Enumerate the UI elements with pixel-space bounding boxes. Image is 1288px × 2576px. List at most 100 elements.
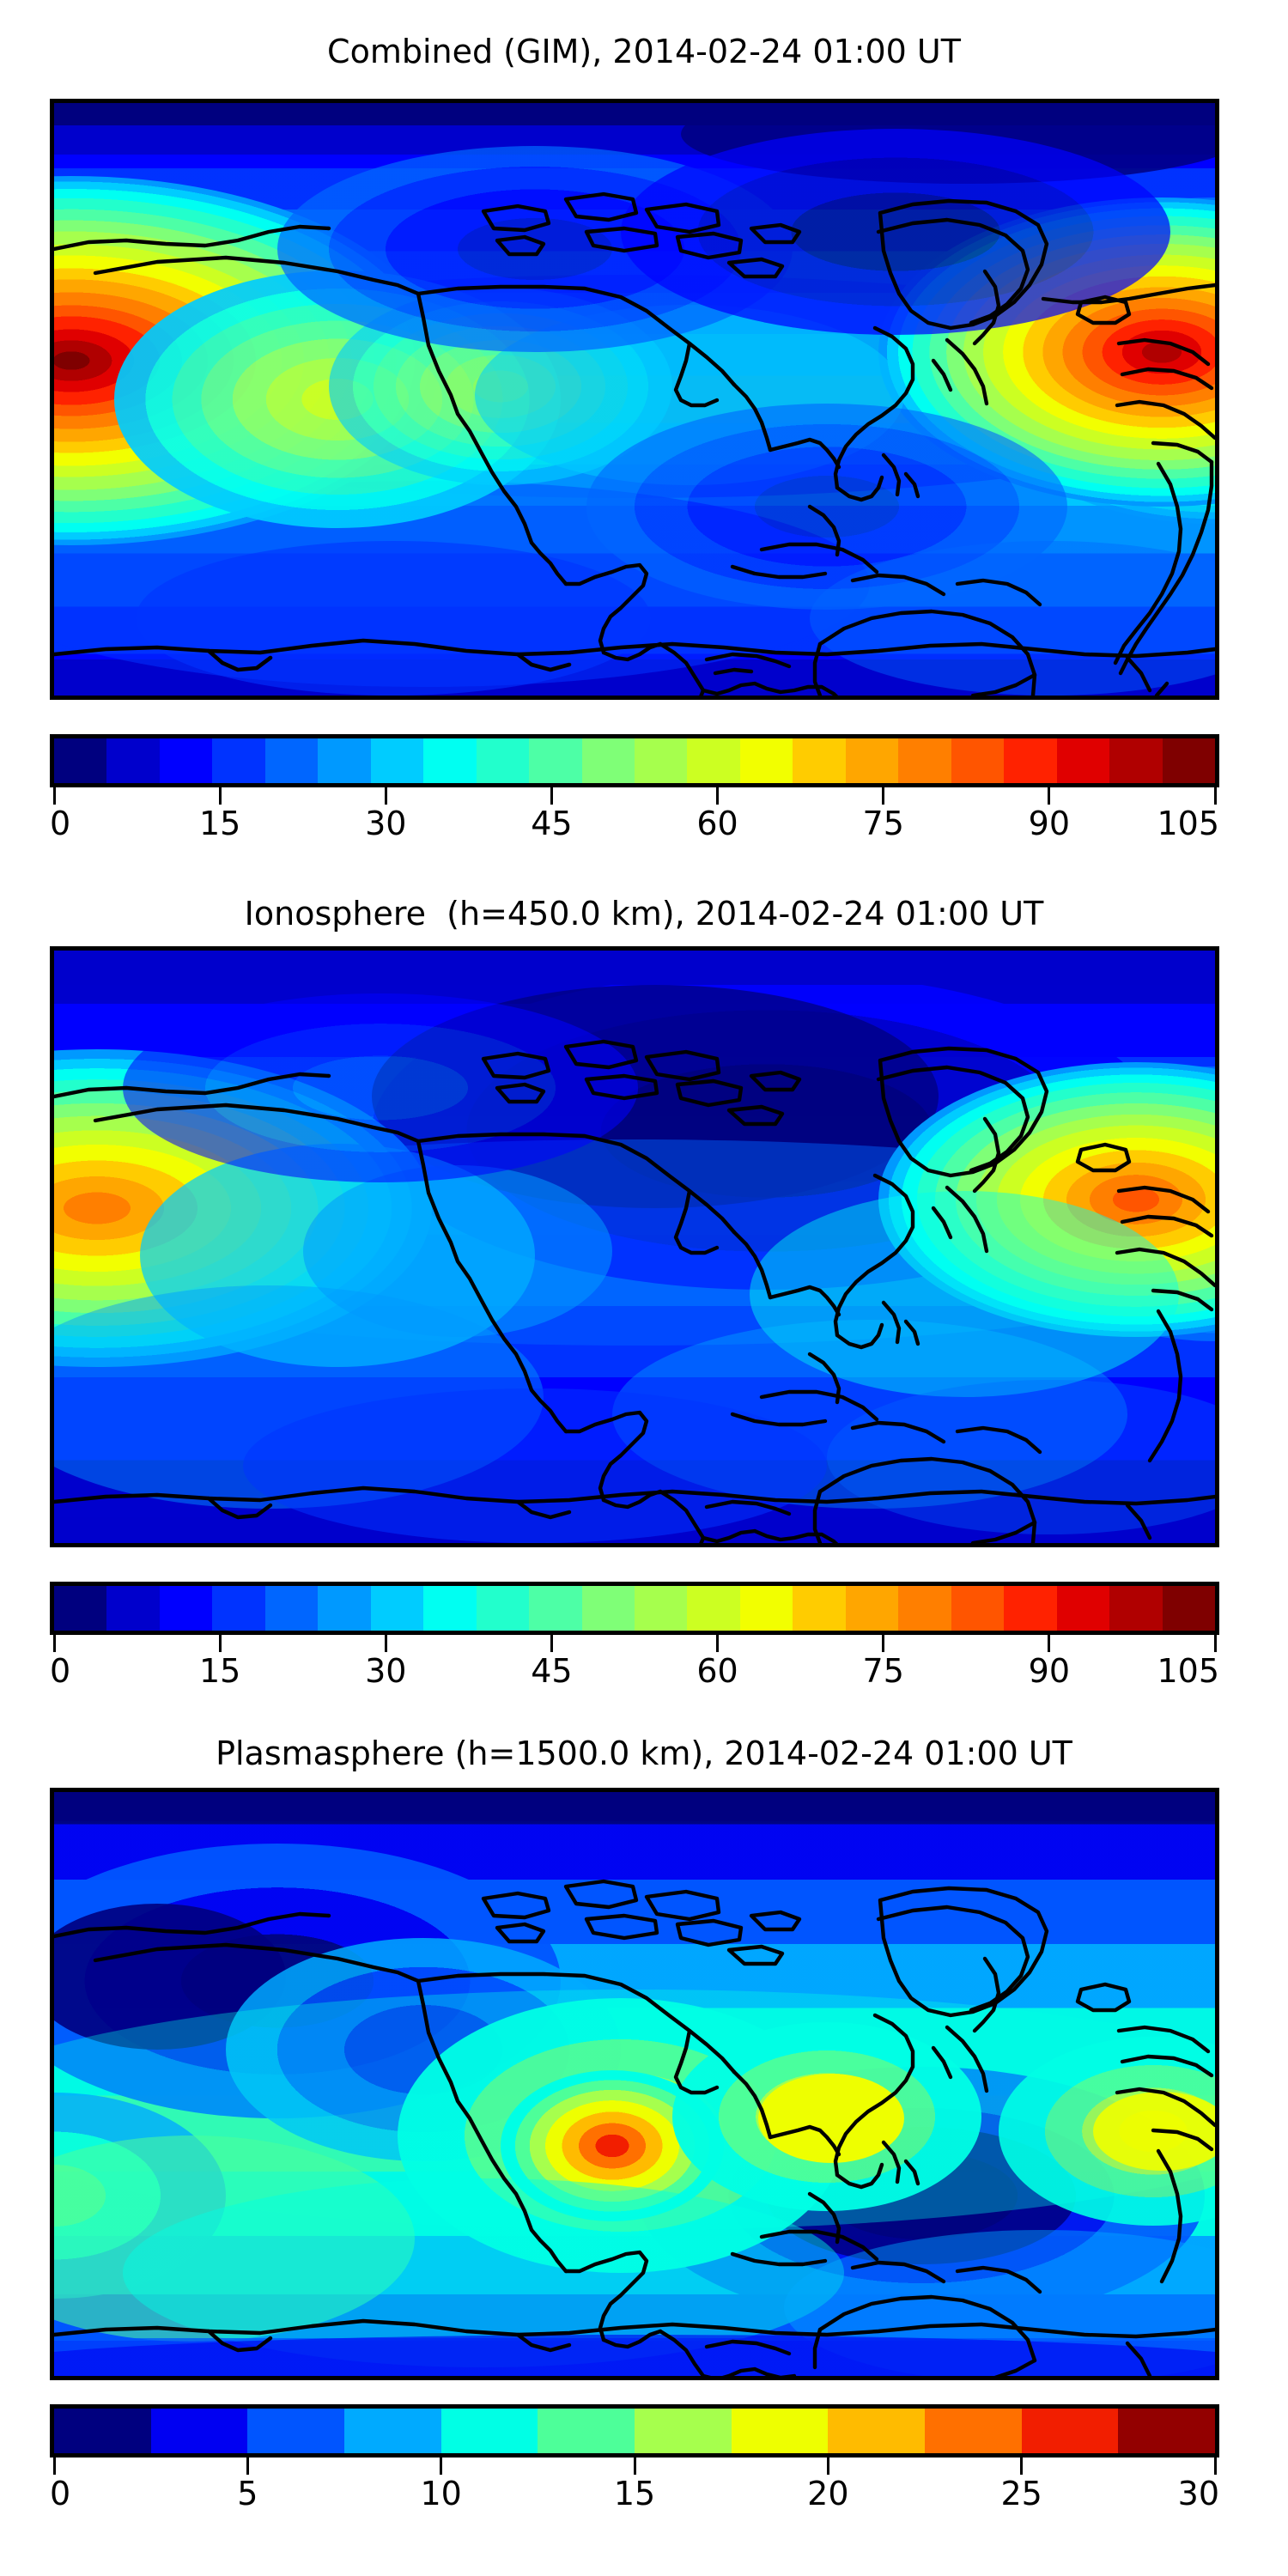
colorbar-tick-3 — [633, 2458, 636, 2475]
colorbar-band-5 — [538, 2409, 635, 2453]
colorbar-band-9 — [529, 1586, 582, 1631]
colorbar-tick-label-3: 15 — [613, 2475, 656, 2512]
panel-title: Ionosphere (h=450.0 km), 2014-02-24 01:0… — [244, 895, 1044, 933]
map-canvas — [54, 103, 1215, 696]
colorbar-tick-label-7: 105 — [1157, 805, 1219, 842]
colorbar-tick-3 — [550, 787, 553, 805]
colorbar-ticks-p3 — [50, 2458, 1219, 2475]
colorbar-band-2 — [159, 738, 213, 783]
colorbar-band-13 — [739, 1586, 793, 1631]
colorbar-labels-p2: 0 15 30 45 60 75 90 105 — [50, 1652, 1219, 1695]
map-plasmasphere-1500 — [50, 1788, 1219, 2380]
colorbar-band-18 — [1004, 1586, 1057, 1631]
colorbar-band-8 — [828, 2409, 926, 2453]
colorbar-band-7 — [731, 2409, 829, 2453]
colorbar-gradient-p3 — [50, 2404, 1219, 2458]
colorbar-tick-5 — [882, 787, 885, 805]
map-canvas — [54, 951, 1215, 1543]
colorbar-tick-label-6: 30 — [1177, 2475, 1219, 2512]
coastlines-antarctica-p1 — [54, 638, 1215, 672]
colorbar-tick-label-4: 20 — [807, 2475, 849, 2512]
tec-field-p1 — [54, 103, 1215, 696]
colorbar-band-7 — [423, 1586, 477, 1631]
colorbar-band-16 — [898, 1586, 951, 1631]
colorbar-tick-label-2: 30 — [365, 1652, 407, 1690]
panel-title: Plasmasphere (h=1500.0 km), 2014-02-24 0… — [216, 1735, 1072, 1772]
panel-plasmasphere-1500: Plasmasphere (h=1500.0 km), 2014-02-24 0… — [0, 1726, 1288, 2576]
colorbar-tick-label-4: 60 — [696, 805, 738, 842]
colorbar-tick-label-5: 75 — [862, 1652, 904, 1690]
colorbar-tick-label-1: 15 — [198, 805, 241, 842]
colorbar-tick-0 — [52, 2458, 56, 2475]
colorbar-tick-1 — [218, 1635, 222, 1652]
colorbar-band-21 — [1162, 738, 1215, 783]
map-combined-gim — [50, 99, 1219, 700]
colorbar-band-3 — [212, 1586, 265, 1631]
panel-ionosphere-450: Ionosphere (h=450.0 km), 2014-02-24 01:0… — [0, 859, 1288, 1726]
colorbar-band-10 — [1021, 2409, 1119, 2453]
coastlines-p2 — [93, 1039, 1215, 1543]
colorbar-tick-2 — [440, 2458, 443, 2475]
colorbar-band-15 — [845, 1586, 899, 1631]
colorbar-band-13 — [739, 738, 793, 783]
colorbar-band-4 — [264, 1586, 319, 1631]
colorbar-ionosphere-450: 0 15 30 45 60 75 90 105 — [50, 1582, 1219, 1695]
colorbar-band-4 — [440, 2409, 538, 2453]
colorbar-labels-p3: 0 5 10 15 20 25 30 — [50, 2475, 1219, 2518]
colorbar-band-1 — [150, 2409, 248, 2453]
colorbar-tick-label-1: 15 — [198, 1652, 241, 1690]
coastlines-east-p1 — [54, 217, 1170, 696]
colorbar-band-2 — [159, 1586, 213, 1631]
colorbar-band-0 — [54, 1586, 107, 1631]
colorbar-band-2 — [247, 2409, 345, 2453]
colorbar-band-15 — [845, 738, 899, 783]
colorbar-ticks-p1 — [50, 787, 1219, 805]
colorbar-band-16 — [898, 738, 951, 783]
colorbar-band-7 — [423, 738, 477, 783]
colorbar-tick-4 — [716, 1635, 720, 1652]
colorbar-ticks-p2 — [50, 1635, 1219, 1652]
colorbar-gradient-p1 — [50, 734, 1219, 787]
colorbar-band-14 — [793, 738, 846, 783]
colorbar-band-18 — [1004, 738, 1057, 783]
colorbar-band-11 — [1118, 2409, 1216, 2453]
panel-title: Combined (GIM), 2014-02-24 01:00 UT — [327, 33, 961, 70]
colorbar-band-3 — [212, 738, 265, 783]
colorbar-tick-2 — [384, 787, 387, 805]
colorbar-band-0 — [54, 738, 107, 783]
colorbar-labels-p1: 0 15 30 45 60 75 90 105 — [50, 805, 1219, 848]
colorbar-band-8 — [476, 1586, 530, 1631]
colorbar-band-17 — [951, 738, 1005, 783]
colorbar-band-9 — [529, 738, 582, 783]
colorbar-tick-6 — [1048, 787, 1051, 805]
colorbar-band-3 — [344, 2409, 441, 2453]
coastlines-east-p2 — [54, 1065, 1215, 1543]
colorbar-tick-5 — [1020, 2458, 1024, 2475]
colorbar-tick-2 — [384, 1635, 387, 1652]
colorbar-band-19 — [1056, 1586, 1110, 1631]
colorbar-band-11 — [634, 738, 688, 783]
colorbar-tick-label-6: 90 — [1028, 805, 1071, 842]
colorbar-band-11 — [634, 1586, 688, 1631]
colorbar-band-6 — [370, 738, 424, 783]
colorbar-tick-label-5: 25 — [1000, 2475, 1042, 2512]
colorbar-band-19 — [1056, 738, 1110, 783]
colorbar-band-17 — [951, 1586, 1005, 1631]
colorbar-tick-label-7: 105 — [1157, 1652, 1219, 1690]
colorbar-tick-label-4: 60 — [696, 1652, 738, 1690]
colorbar-plasmasphere-1500: 0 5 10 15 20 25 30 — [50, 2404, 1219, 2518]
colorbar-band-9 — [925, 2409, 1022, 2453]
colorbar-tick-3 — [550, 1635, 553, 1652]
colorbar-tick-7 — [1213, 1635, 1217, 1652]
colorbar-tick-0 — [52, 787, 56, 805]
colorbar-band-1 — [106, 1586, 160, 1631]
colorbar-band-10 — [581, 738, 635, 783]
colorbar-band-10 — [581, 1586, 635, 1631]
coastlines-east-p3 — [54, 1905, 1215, 2376]
colorbar-tick-1 — [218, 787, 222, 805]
colorbar-tick-label-0: 0 — [50, 2475, 71, 2512]
map-ionosphere-450 — [50, 946, 1219, 1547]
coastlines-p3 — [93, 1879, 1215, 2376]
colorbar-tick-0 — [52, 1635, 56, 1652]
colorbar-band-8 — [476, 738, 530, 783]
